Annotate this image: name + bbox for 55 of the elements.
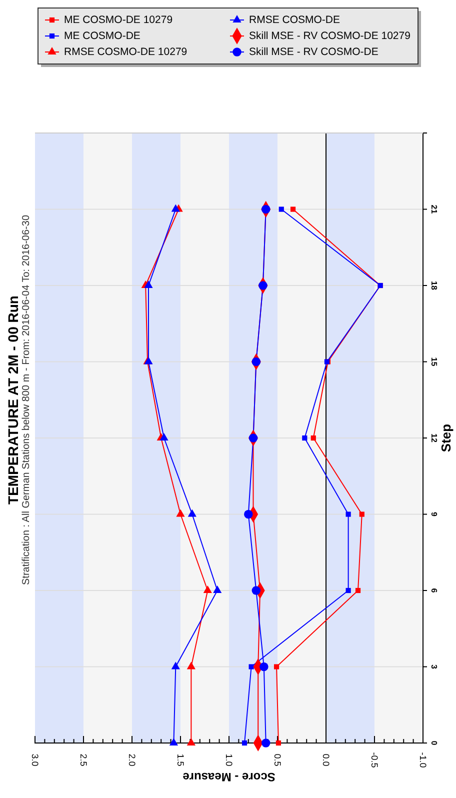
x-tick-label: 3.0 [30, 754, 40, 766]
y-tick-label: 18 [430, 281, 438, 290]
point [171, 662, 180, 670]
point [290, 206, 296, 212]
x-tick-label: 0.5 [272, 754, 282, 766]
point [260, 662, 268, 672]
point [186, 738, 196, 746]
legend-label: RMSE COSMO-DE 10279 [64, 46, 188, 58]
point [310, 435, 316, 441]
y-tick-label: 0 [430, 740, 438, 746]
text: Stratification : All German Stations below 800 m - From: 2016-06-04 To: 2016-06-30 [21, 214, 32, 586]
point [248, 434, 258, 442]
x-tick-label: 1.0 [224, 754, 234, 766]
y-tick-label: 21 [430, 204, 438, 214]
y-tick-label: 3 [430, 664, 438, 670]
point [176, 509, 185, 517]
point [252, 586, 261, 595]
point [244, 510, 253, 519]
y-tick-label: 9 [430, 512, 438, 518]
point [278, 206, 284, 212]
y-tick-label: 12 [430, 434, 438, 443]
point [274, 664, 280, 670]
legend-label: Skill MSE - RV COSMO-DE 10279 [249, 30, 411, 42]
point [359, 512, 364, 517]
legend-label: RMSE COSMO-DE [249, 14, 340, 26]
legend-label: Skill MSE - RV COSMO-DE [249, 46, 378, 58]
point [276, 740, 282, 746]
x-tick-label: 1.5 [176, 754, 186, 766]
point [355, 588, 361, 594]
point [248, 664, 254, 670]
y-axis-title: Step [438, 424, 454, 452]
point [144, 280, 153, 288]
point [261, 738, 270, 748]
point [171, 204, 180, 212]
legend-label: ME COSMO-DE [64, 30, 140, 42]
legend-label: ME COSMO-DE 10279 [64, 14, 173, 26]
point [186, 662, 196, 670]
text: TEMPERATURE AT 2M - 00 Run [5, 296, 21, 504]
point [169, 738, 178, 746]
point [242, 740, 248, 746]
x-tick-label: -0.5 [370, 752, 380, 768]
point [302, 435, 308, 441]
x-axis-title: Score - Measure [182, 770, 276, 784]
y-tick-label: 6 [430, 588, 438, 594]
y-tick-label: 15 [430, 357, 438, 367]
x-tick-label: 2.5 [78, 754, 88, 766]
point [213, 586, 222, 593]
x-tick-label: -1.0 [418, 752, 428, 768]
point [188, 509, 196, 517]
x-tick-label: 2.0 [127, 754, 137, 766]
point [346, 588, 351, 594]
point [203, 586, 212, 593]
point [346, 512, 351, 517]
point [160, 433, 168, 440]
x-tick-label: 0.0 [321, 754, 331, 766]
